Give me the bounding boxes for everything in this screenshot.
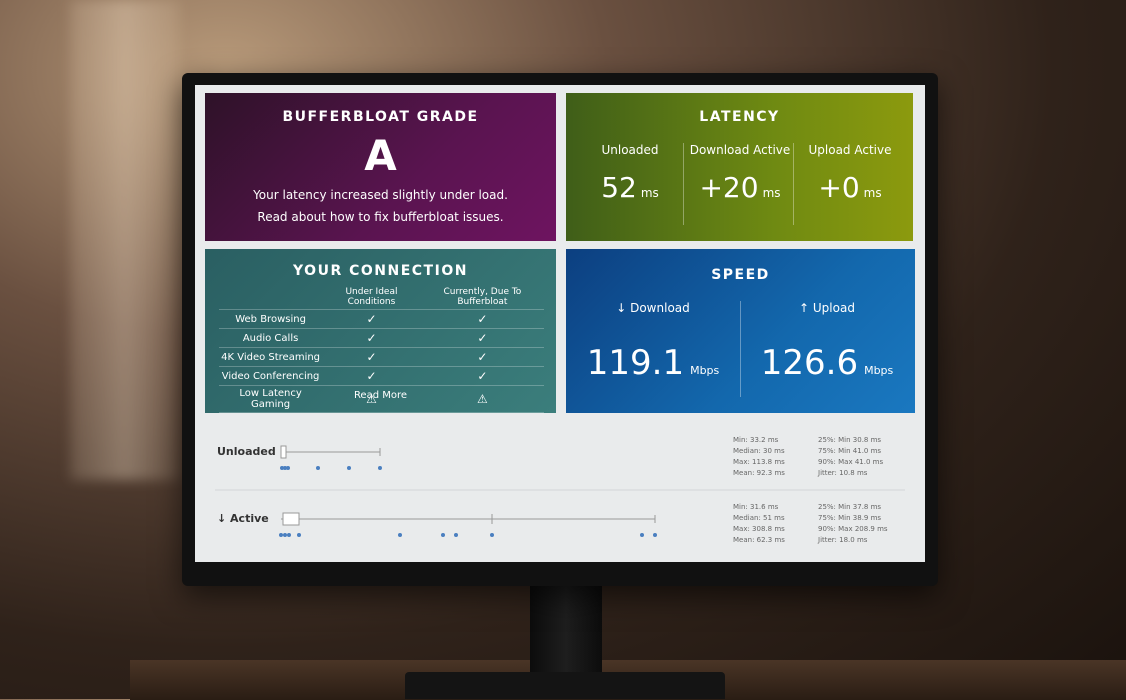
separator bbox=[683, 143, 684, 225]
number: 126.6 bbox=[760, 343, 859, 383]
stats: 25%: Min 37.8 ms 75%: Min 38.9 ms 90%: Max… bbox=[818, 502, 888, 546]
separator bbox=[793, 143, 794, 225]
unit: ms bbox=[762, 186, 781, 200]
value: +20 ms bbox=[686, 171, 794, 204]
number: +20 bbox=[699, 171, 759, 204]
box-plot bbox=[280, 445, 656, 526]
stat: Max: 113.8 ms bbox=[733, 458, 785, 466]
stat: Median: 51 ms bbox=[733, 514, 785, 522]
detail-plots bbox=[215, 445, 905, 537]
stat: 90%: Max 41.0 ms bbox=[818, 458, 884, 466]
number: 52 bbox=[601, 171, 637, 204]
stat: Mean: 92.3 ms bbox=[733, 469, 785, 477]
status: ✓ bbox=[420, 347, 544, 367]
label: ↓ Download bbox=[616, 301, 690, 315]
stat: 25%: Min 30.8 ms bbox=[818, 436, 882, 444]
separator bbox=[740, 301, 741, 397]
row: Web Browsing ✓ ✓ bbox=[219, 309, 544, 329]
status: ✓ bbox=[420, 328, 544, 348]
window-light bbox=[70, 0, 180, 480]
panel-title: SPEED bbox=[711, 267, 770, 283]
stat: Median: 30 ms bbox=[733, 447, 785, 455]
stats: Min: 33.2 ms Median: 30 ms Max: 113.8 ms Me… bbox=[733, 435, 785, 479]
latency-item: Download Active +20 ms bbox=[686, 143, 794, 204]
status: ✓ bbox=[322, 347, 421, 367]
text: Read about bbox=[257, 210, 326, 224]
connection-panel: YOUR CONNECTION Read More Under Ideal Co… bbox=[205, 249, 556, 413]
row: Audio Calls ✓ ✓ bbox=[219, 328, 544, 348]
row-label: ↓ Active bbox=[217, 512, 269, 525]
row: Video Conferencing ✓ ✓ bbox=[219, 366, 544, 386]
stat: Jitter: 18.0 ms bbox=[818, 536, 868, 544]
activity: Video Conferencing bbox=[219, 366, 323, 386]
row: 4K Video Streaming ✓ ✓ bbox=[219, 347, 544, 367]
stats: 25%: Min 30.8 ms 75%: Min 41.0 ms 90%: Max… bbox=[818, 435, 883, 479]
status: ✓ bbox=[322, 328, 421, 348]
status: ✓ bbox=[420, 366, 544, 386]
activity: Audio Calls bbox=[219, 328, 323, 348]
latency-panel: LATENCY Unloaded 52 ms Download Active +20 ms… bbox=[566, 93, 913, 241]
stat: 90%: Max 208.9 ms bbox=[818, 525, 888, 533]
stat: Min: 33.2 ms bbox=[733, 436, 779, 444]
panel-title: LATENCY bbox=[699, 109, 780, 125]
header-row: Under Ideal Conditions Currently, Due To … bbox=[219, 285, 544, 310]
panel-title: BUFFERBLOAT GRADE bbox=[282, 109, 479, 125]
stat: Jitter: 10.8 ms bbox=[818, 469, 868, 477]
stat: Mean: 62.3 ms bbox=[733, 536, 785, 544]
label: Upload Active bbox=[808, 143, 892, 157]
speed-panel: SPEED ↓ Download 119.1 Mbps ↑ Upload 126.6 Mb… bbox=[566, 249, 915, 413]
label: Download Active bbox=[689, 143, 791, 157]
header-cell: Under Ideal Conditions bbox=[322, 285, 421, 310]
readiness-table: Under Ideal Conditions Currently, Due To … bbox=[219, 285, 544, 413]
header-cell: Currently, Due To Bufferbloat bbox=[420, 285, 544, 310]
stat: Max: 308.8 ms bbox=[733, 525, 785, 533]
status: ✓ bbox=[420, 309, 544, 329]
value: 52 ms bbox=[576, 171, 684, 204]
unit: Mbps bbox=[690, 364, 720, 377]
label: ↑ Upload bbox=[799, 301, 855, 315]
read-line: Read about how to fix bufferbloat issues… bbox=[205, 210, 556, 224]
value: 119.1 Mbps bbox=[566, 343, 740, 383]
unit: Mbps bbox=[864, 364, 894, 377]
status: ✓ bbox=[322, 309, 421, 329]
stat: 75%: Min 38.9 ms bbox=[818, 514, 882, 522]
grade-letter: A bbox=[364, 131, 397, 180]
latency-item: Upload Active +0 ms bbox=[796, 143, 904, 204]
stat: 25%: Min 37.8 ms bbox=[818, 503, 882, 511]
link[interactable]: how to fix bufferbloat issues. bbox=[329, 210, 504, 224]
unit: ms bbox=[640, 186, 659, 200]
status: ⚠ bbox=[322, 385, 421, 413]
header-cell bbox=[219, 285, 323, 310]
screen: BUFFERBLOAT GRADE A Your latency increas… bbox=[195, 85, 925, 562]
row-label: Unloaded bbox=[217, 445, 276, 458]
grade-panel: BUFFERBLOAT GRADE A Your latency increas… bbox=[205, 93, 556, 241]
activity: Low Latency Gaming bbox=[219, 385, 323, 413]
speed-item: ↓ Download 119.1 Mbps bbox=[566, 301, 740, 383]
stat: 75%: Min 41.0 ms bbox=[818, 447, 882, 455]
unit: ms bbox=[863, 186, 882, 200]
speed-item: ↑ Upload 126.6 Mbps bbox=[740, 301, 914, 383]
stats: Min: 31.6 ms Median: 51 ms Max: 308.8 ms Me… bbox=[733, 502, 785, 546]
status: ✓ bbox=[322, 366, 421, 386]
row: Low Latency Gaming ⚠ ⚠ bbox=[219, 385, 544, 413]
number: 119.1 bbox=[586, 343, 685, 383]
panel-title: YOUR CONNECTION bbox=[293, 263, 468, 279]
value: +0 ms bbox=[796, 171, 904, 204]
latency-item: Unloaded 52 ms bbox=[576, 143, 684, 204]
number: +0 bbox=[818, 171, 860, 204]
status: ⚠ bbox=[420, 385, 544, 413]
summary: Your latency increased slightly under lo… bbox=[253, 188, 508, 202]
samples bbox=[279, 466, 657, 537]
label: Unloaded bbox=[601, 143, 659, 157]
activity: Web Browsing bbox=[219, 309, 323, 329]
stat: Min: 31.6 ms bbox=[733, 503, 779, 511]
value: 126.6 Mbps bbox=[740, 343, 914, 383]
monitor-base bbox=[405, 672, 725, 699]
activity: 4K Video Streaming bbox=[219, 347, 323, 367]
monitor-stand bbox=[530, 586, 602, 676]
